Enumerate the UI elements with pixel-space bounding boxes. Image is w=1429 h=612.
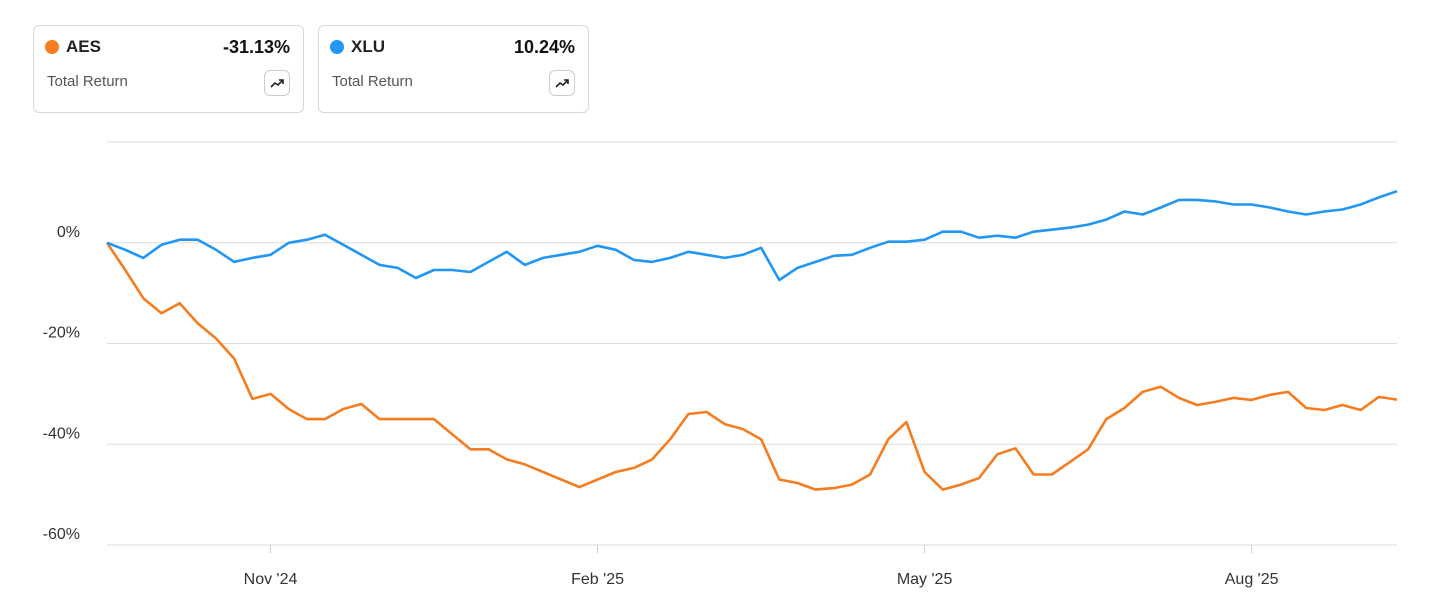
series-line bbox=[105, 242, 1398, 491]
chart-toggle-button[interactable] bbox=[264, 70, 290, 96]
trend-icon bbox=[555, 79, 569, 88]
x-tick-label: Nov '24 bbox=[244, 571, 298, 588]
series-name: XLU bbox=[351, 37, 385, 56]
y-tick-label: 0% bbox=[57, 224, 80, 241]
x-tick-label: Aug '25 bbox=[1225, 571, 1279, 588]
total-return-value: 10.24% bbox=[513, 37, 575, 57]
y-tick-label: -60% bbox=[43, 526, 80, 543]
caption: Total Return bbox=[332, 73, 413, 90]
series-name: AES bbox=[66, 37, 101, 56]
legend-dot bbox=[330, 40, 344, 54]
legend-card: AES -31.13% Total Return bbox=[33, 25, 304, 113]
legend-card: XLU 10.24% Total Return bbox=[318, 25, 589, 113]
total-return-value: -31.13% bbox=[222, 37, 290, 57]
caption: Total Return bbox=[47, 73, 128, 90]
y-tick-label: -40% bbox=[43, 425, 80, 442]
x-tick-label: May '25 bbox=[897, 571, 953, 588]
x-tick-label: Feb '25 bbox=[571, 571, 624, 588]
y-tick-label: -20% bbox=[43, 325, 80, 342]
trend-icon bbox=[270, 79, 284, 88]
series-line bbox=[106, 189, 1398, 282]
legend-dot bbox=[45, 40, 59, 54]
chart-toggle-button[interactable] bbox=[549, 70, 575, 96]
